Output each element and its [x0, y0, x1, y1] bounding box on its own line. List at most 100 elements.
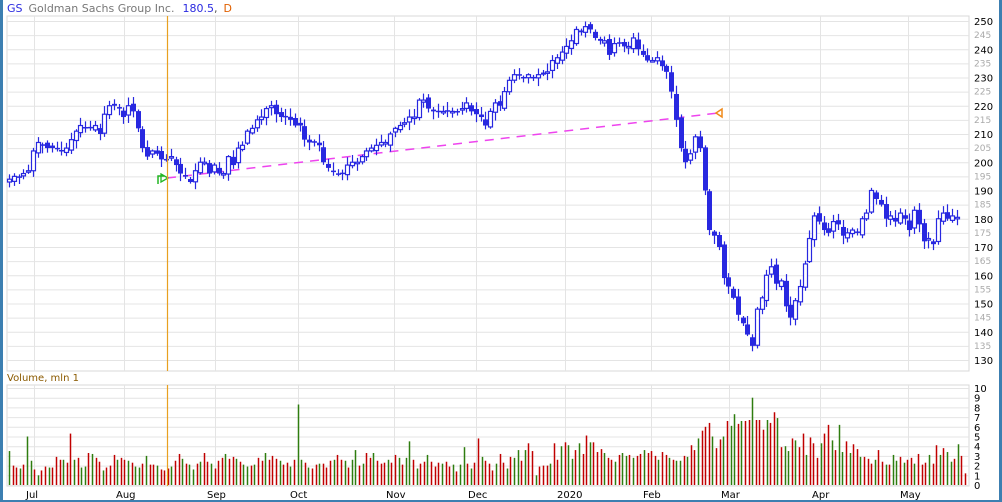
- candle-body-down: [669, 72, 674, 92]
- month-label: Aug: [116, 490, 136, 501]
- candle-body-down: [717, 235, 722, 247]
- candle-body-up: [792, 300, 799, 320]
- candle-body-down: [112, 103, 117, 106]
- candle-body-up: [244, 130, 251, 144]
- candle-body-up: [768, 266, 775, 275]
- month-label: May: [900, 490, 921, 501]
- candle-body-up: [492, 102, 499, 113]
- candle-body-up: [35, 141, 42, 154]
- candle-body-up: [911, 209, 918, 229]
- candle-body-up: [868, 189, 875, 213]
- trendline[interactable]: [166, 112, 719, 179]
- candle-body-up: [211, 164, 218, 173]
- price-tick-label: 210: [974, 130, 993, 141]
- candle-body-up: [258, 116, 265, 121]
- candle-body-up: [440, 110, 447, 114]
- candle-body-up: [411, 116, 418, 120]
- price-tick-label-minor: 195: [974, 172, 991, 182]
- candle-body-down: [622, 42, 627, 47]
- candle-body-down: [445, 110, 450, 112]
- candle-body-up: [763, 274, 770, 302]
- candle-body-up: [554, 57, 561, 64]
- candle-body-down: [283, 115, 288, 118]
- candle-body-up: [239, 144, 246, 151]
- price-tick-label-minor: 215: [974, 116, 991, 126]
- candle-body-down: [517, 74, 522, 76]
- candle-body-down: [607, 38, 612, 55]
- volume-tick-label: 6: [974, 423, 980, 434]
- candle-body-down: [88, 126, 93, 129]
- candle-body-down: [836, 220, 841, 225]
- month-label: Mar: [721, 490, 741, 501]
- candle-body-down: [50, 145, 55, 149]
- candle-body-down: [207, 163, 212, 174]
- candle-body-down: [931, 241, 936, 245]
- candle-body-down: [855, 231, 860, 233]
- candle-body-up: [935, 218, 942, 243]
- candle-body-down: [521, 76, 526, 79]
- candle-body-down: [483, 119, 488, 126]
- price-tick-label-minor: 205: [974, 144, 991, 154]
- candle-body-down: [140, 129, 145, 149]
- volume-bars: [8, 397, 967, 485]
- candle-body-up: [863, 212, 870, 220]
- candle-body-up: [11, 175, 18, 182]
- candle-body-up: [802, 263, 809, 288]
- volume-tick-label: 0: [974, 481, 980, 492]
- candle-body-up: [406, 116, 413, 123]
- volume-tick-label: 9: [974, 394, 980, 405]
- candle-body-up: [582, 26, 589, 33]
- candle-body-down: [541, 72, 546, 75]
- candle-body-down: [722, 244, 727, 279]
- candle-body-up: [344, 164, 351, 176]
- candle-body-down: [136, 111, 141, 129]
- volume-panel-title: Volume, mln 1: [7, 373, 79, 384]
- candle-body-up: [544, 71, 551, 74]
- candle-body-up: [197, 161, 204, 174]
- price-tick-label-minor: 165: [974, 257, 991, 267]
- volume-tick-label: 4: [974, 442, 980, 453]
- candle-body-up: [268, 105, 275, 109]
- candle-body-up: [563, 45, 570, 54]
- candle-body-up: [654, 57, 661, 62]
- candle-body-down: [155, 150, 160, 154]
- ticker-symbol: GS: [7, 2, 23, 15]
- candle-body-up: [30, 150, 37, 172]
- candle-body-down: [593, 31, 598, 38]
- candle-body-down: [741, 317, 746, 324]
- candle-body-up: [249, 127, 256, 134]
- candle-body-down: [817, 213, 822, 222]
- title-separator: ,: [213, 2, 218, 15]
- candle-body-down: [183, 175, 188, 177]
- candle-body-up: [373, 144, 380, 152]
- candle-body-down: [731, 288, 736, 298]
- candle-body-up: [382, 141, 389, 145]
- candle-body-up: [487, 110, 494, 128]
- month-label: 2020: [557, 490, 582, 501]
- candle-body-down: [726, 277, 731, 287]
- candle-body-up: [392, 127, 399, 133]
- candle-body-down: [321, 147, 326, 163]
- month-label: Oct: [290, 490, 307, 501]
- candle-body-down: [745, 324, 750, 335]
- candle-body-up: [77, 124, 84, 134]
- candle-body-up: [601, 40, 608, 44]
- candle-body-up: [511, 74, 518, 81]
- price-tick-label-minor: 185: [974, 201, 991, 211]
- volume-tick-label: 10: [974, 384, 987, 395]
- price-tick-label: 200: [974, 158, 993, 169]
- candle-body-up: [859, 218, 866, 236]
- candlestick-series: [6, 21, 961, 352]
- candle-body-down: [683, 148, 688, 163]
- volume-tick-label: 5: [974, 433, 980, 444]
- candle-body-up: [887, 215, 894, 220]
- candle-body-down: [660, 60, 665, 67]
- candle-body-up: [235, 147, 242, 164]
- candle-body-up: [568, 40, 575, 50]
- candle-body-up: [168, 156, 175, 159]
- candle-body-up: [378, 141, 385, 146]
- candle-body-down: [498, 101, 503, 106]
- price-tick-label: 160: [974, 271, 993, 282]
